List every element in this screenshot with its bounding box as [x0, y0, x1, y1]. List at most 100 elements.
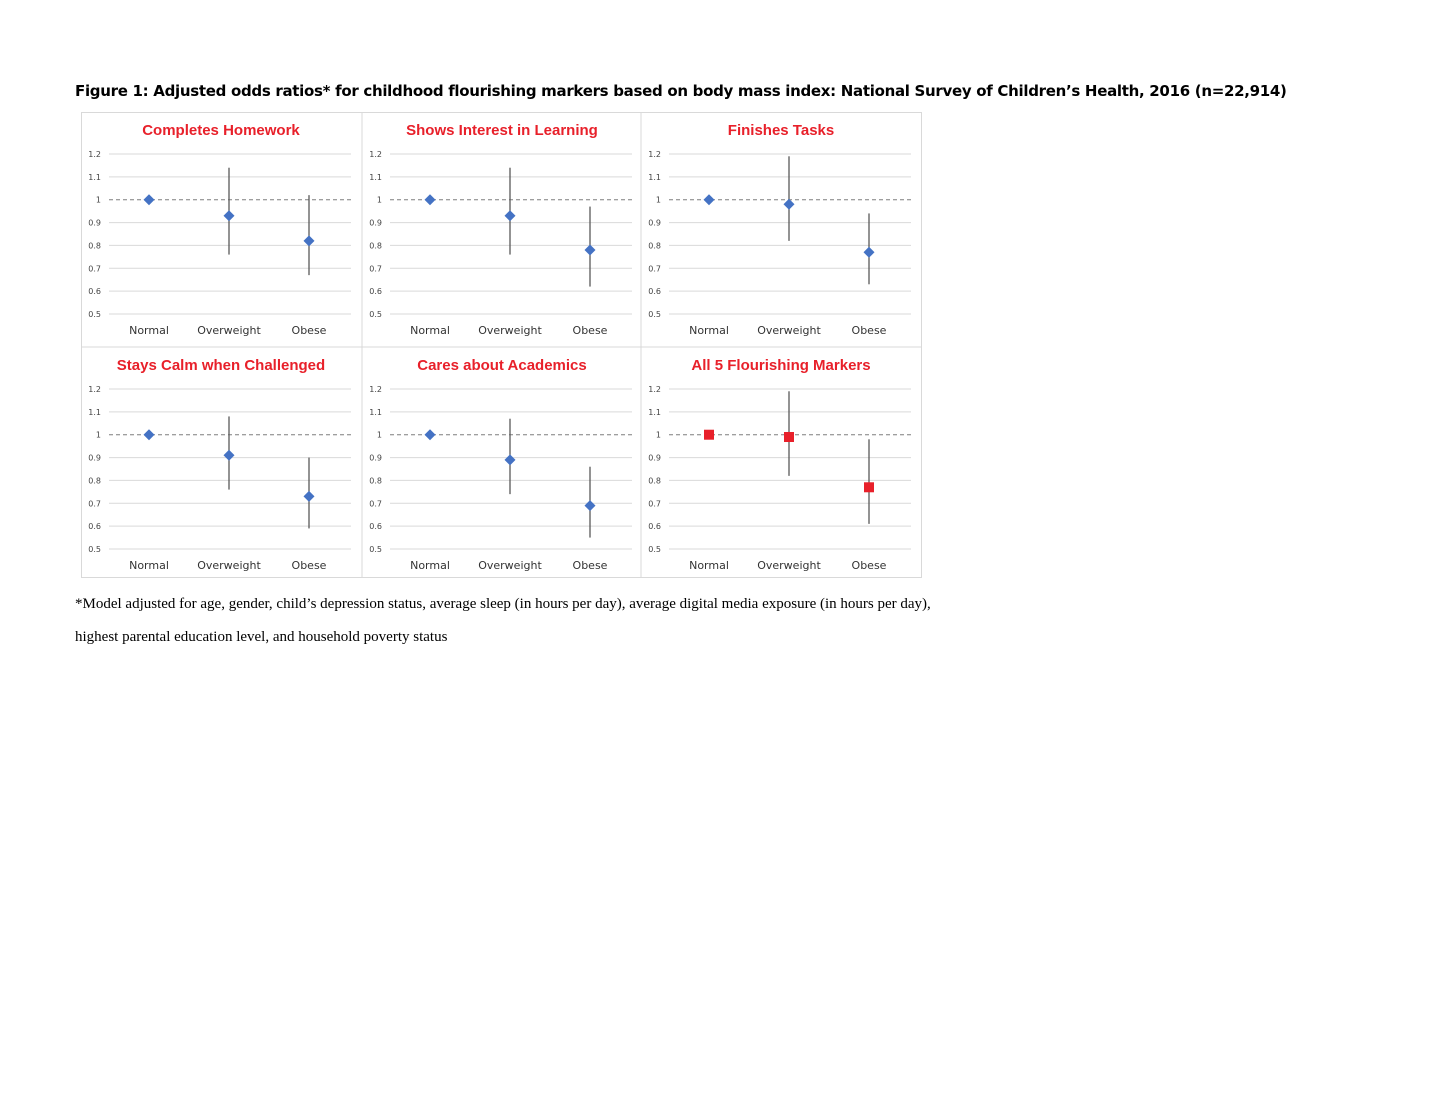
x-category-label: Overweight — [478, 559, 542, 572]
y-tick-label: 0.9 — [369, 219, 382, 228]
data-point — [704, 429, 714, 440]
panel-title: All 5 Flourishing Markers — [691, 357, 870, 374]
y-tick-label: 0.8 — [88, 241, 101, 250]
x-category-label: Obese — [852, 324, 887, 337]
y-tick-label: 0.7 — [369, 499, 382, 508]
data-point — [703, 194, 715, 206]
y-tick-label: 1 — [96, 431, 101, 440]
y-tick-label: 1.1 — [88, 408, 101, 417]
y-tick-label: 1.2 — [369, 150, 382, 159]
y-tick-label: 0.6 — [369, 287, 382, 296]
data-point — [424, 194, 436, 206]
x-category-label: Overweight — [757, 324, 821, 337]
footnote-line-1: *Model adjusted for age, gender, child’s… — [75, 596, 931, 612]
y-tick-label: 0.5 — [369, 545, 382, 554]
y-tick-label: 1.2 — [88, 150, 101, 159]
y-tick-label: 0.9 — [369, 454, 382, 463]
y-tick-label: 0.7 — [88, 264, 101, 273]
y-tick-label: 0.8 — [648, 476, 661, 485]
x-category-label: Obese — [292, 559, 327, 572]
panel-title: Stays Calm when Challenged — [117, 357, 325, 374]
y-tick-label: 0.8 — [648, 241, 661, 250]
x-category-label: Normal — [689, 324, 729, 337]
data-point — [303, 235, 315, 247]
x-category-label: Obese — [573, 559, 608, 572]
x-category-label: Normal — [410, 324, 450, 337]
x-category-label: Overweight — [197, 559, 261, 572]
x-category-label: Normal — [129, 324, 169, 337]
x-category-label: Overweight — [197, 324, 261, 337]
x-category-label: Overweight — [478, 324, 542, 337]
panel-1: Completes Homework 0.5 0.6 0.7 0.8 0.9 1 1.1 1.2… — [88, 122, 351, 337]
y-tick-label: 1.1 — [369, 408, 382, 417]
y-tick-label: 0.6 — [88, 522, 101, 531]
x-category-label: Obese — [852, 559, 887, 572]
y-tick-label: 0.6 — [88, 287, 101, 296]
y-tick-label: 0.5 — [88, 545, 101, 554]
chart-grid: Completes Homework 0.5 0.6 0.7 0.8 0.9 1 1.1 1.2… — [81, 112, 922, 578]
data-point — [504, 210, 516, 222]
data-point — [143, 429, 155, 441]
chart-border — [81, 112, 922, 578]
y-tick-label: 1 — [377, 196, 382, 205]
y-tick-label: 1 — [656, 196, 661, 205]
y-tick-label: 1.1 — [648, 408, 661, 417]
data-point — [504, 454, 516, 466]
y-tick-label: 0.9 — [648, 454, 661, 463]
panel-5: Cares about Academics 0.5 0.6 0.7 0.8 0.9 1 1.1… — [369, 357, 632, 572]
x-category-label: Overweight — [757, 559, 821, 572]
y-tick-label: 1 — [96, 196, 101, 205]
x-category-label: Normal — [689, 559, 729, 572]
data-point — [783, 198, 795, 210]
panel-title: Completes Homework — [142, 122, 300, 139]
y-tick-label: 0.8 — [369, 476, 382, 485]
panel-6: All 5 Flourishing Markers 0.5 0.6 0.7 0.8 0.9… — [648, 357, 911, 572]
y-tick-label: 0.5 — [648, 310, 661, 319]
panel-title: Shows Interest in Learning — [406, 122, 598, 139]
y-tick-label: 0.9 — [648, 219, 661, 228]
y-tick-label: 0.9 — [88, 219, 101, 228]
y-tick-label: 0.5 — [648, 545, 661, 554]
panel-title: Finishes Tasks — [728, 122, 834, 139]
x-category-label: Obese — [292, 324, 327, 337]
y-tick-label: 0.7 — [369, 264, 382, 273]
panel-3: Finishes Tasks 0.5 0.6 0.7 0.8 0.9 1 1.1 1.2 Norm… — [648, 122, 911, 337]
y-tick-label: 1.1 — [88, 173, 101, 182]
panel-title: Cares about Academics — [417, 357, 587, 374]
y-tick-label: 1.1 — [369, 173, 382, 182]
y-tick-label: 1.1 — [648, 173, 661, 182]
x-category-label: Obese — [573, 324, 608, 337]
y-tick-label: 1.2 — [88, 385, 101, 394]
y-tick-label: 0.8 — [369, 241, 382, 250]
y-tick-label: 0.7 — [648, 499, 661, 508]
y-tick-label: 0.9 — [88, 454, 101, 463]
data-point — [424, 429, 436, 441]
y-tick-label: 0.5 — [369, 310, 382, 319]
data-point — [143, 194, 155, 206]
panel-2: Shows Interest in Learning 0.5 0.6 0.7 0.8 0.… — [369, 122, 632, 337]
data-point — [303, 490, 315, 502]
y-tick-label: 0.7 — [648, 264, 661, 273]
data-point — [784, 432, 794, 442]
y-tick-label: 1.2 — [648, 385, 661, 394]
y-tick-label: 1.2 — [369, 385, 382, 394]
y-tick-label: 1 — [656, 431, 661, 440]
y-tick-label: 1.2 — [648, 150, 661, 159]
y-tick-label: 0.6 — [648, 522, 661, 531]
y-tick-label: 0.5 — [88, 310, 101, 319]
y-tick-label: 0.6 — [369, 522, 382, 531]
forest-plot-panels: Completes Homework 0.5 0.6 0.7 0.8 0.9 1 1.1 1.2… — [81, 112, 922, 578]
footnote-line-2: highest parental education level, and ho… — [75, 629, 448, 645]
data-point — [223, 449, 235, 461]
data-point — [584, 244, 596, 256]
data-point — [864, 482, 874, 493]
y-tick-label: 0.6 — [648, 287, 661, 296]
x-category-label: Normal — [410, 559, 450, 572]
x-category-label: Normal — [129, 559, 169, 572]
y-tick-label: 0.8 — [88, 476, 101, 485]
data-point — [584, 500, 596, 512]
data-point — [223, 210, 235, 222]
data-point — [863, 246, 875, 258]
y-tick-label: 0.7 — [88, 499, 101, 508]
y-tick-label: 1 — [377, 431, 382, 440]
